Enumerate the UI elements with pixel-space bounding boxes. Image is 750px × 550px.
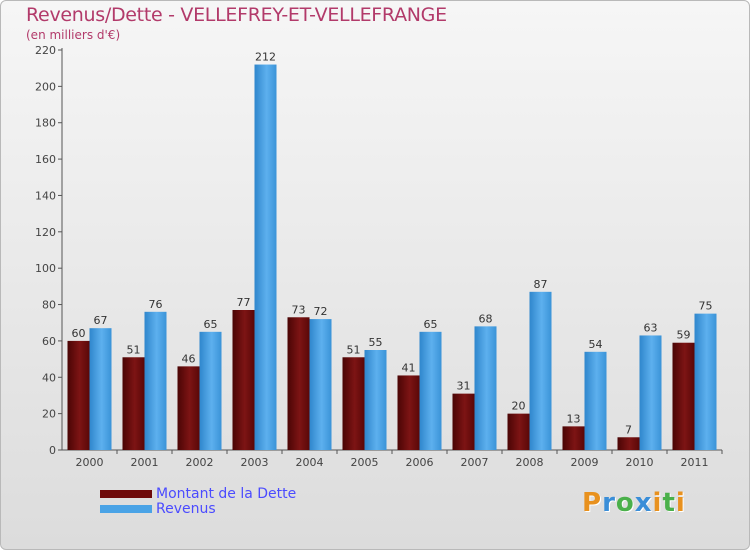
bar-dette (562, 426, 585, 450)
logo-letter: i (675, 488, 686, 518)
chart-unit-label: (en milliers d'€) (26, 28, 121, 42)
data-label: 73 (292, 303, 306, 316)
data-label: 77 (237, 296, 251, 309)
data-label: 65 (204, 318, 218, 331)
bar-dette (397, 375, 420, 450)
bar-revenus (529, 291, 552, 450)
y-tick-label: 0 (49, 444, 56, 457)
data-label: 63 (644, 321, 658, 334)
y-tick-label: 60 (42, 335, 56, 348)
data-label: 51 (347, 343, 361, 356)
x-tick-label: 2007 (461, 456, 489, 469)
bar-revenus (474, 326, 497, 450)
bar-revenus (89, 328, 112, 450)
y-tick-label: 220 (35, 44, 56, 57)
bar-dette (177, 366, 200, 450)
logo-letter: P (582, 488, 603, 518)
y-tick-label: 100 (35, 262, 56, 275)
data-label: 20 (512, 400, 526, 413)
x-tick-label: 2008 (516, 456, 544, 469)
data-label: 59 (677, 329, 691, 342)
x-tick-label: 2006 (406, 456, 434, 469)
y-tick-label: 80 (42, 299, 56, 312)
data-label: 55 (369, 336, 383, 349)
bar-revenus (309, 319, 332, 450)
bar-dette (507, 413, 530, 450)
x-axis: 2000 2001 2002 2003 2004 2005 2006 2007 2008 2009… (62, 449, 723, 469)
data-label: 212 (255, 51, 276, 64)
bar-revenus (639, 335, 662, 450)
data-label: 87 (534, 278, 548, 291)
x-tick-label: 2001 (131, 456, 159, 469)
y-tick-label: 20 (42, 408, 56, 421)
bar-revenus (199, 331, 222, 450)
y-tick-label: 180 (35, 117, 56, 130)
data-label: 75 (699, 300, 713, 313)
bar-dette (452, 393, 475, 450)
bar-dette (342, 357, 365, 450)
data-label: 67 (94, 314, 108, 327)
bar-dette (672, 342, 695, 450)
bar-dette (67, 340, 90, 450)
x-tick-label: 2009 (571, 456, 599, 469)
x-tick-label: 2000 (76, 456, 104, 469)
y-tick-label: 40 (42, 371, 56, 384)
bars (67, 64, 717, 450)
y-axis: 0 20 40 60 80 100 120 140 160 180 200 220 (35, 44, 63, 457)
logo-letter: t (662, 488, 676, 518)
bar-revenus (694, 313, 717, 450)
x-tick-label: 2004 (296, 456, 324, 469)
legend-label-dette: Montant de la Dette (156, 486, 297, 502)
x-tick-label: 2003 (241, 456, 269, 469)
y-tick-label: 160 (35, 153, 56, 166)
y-tick-label: 200 (35, 80, 56, 93)
data-label: 68 (479, 312, 493, 325)
data-label: 46 (182, 352, 196, 365)
logo-letter: i (652, 488, 663, 518)
data-label: 54 (589, 338, 603, 351)
bar-revenus (584, 351, 607, 450)
legend-swatch-revenus (100, 505, 152, 513)
data-label: 7 (625, 423, 632, 436)
bar-dette (122, 357, 145, 450)
y-tick-label: 140 (35, 189, 56, 202)
data-label: 13 (567, 412, 581, 425)
bar-dette (617, 437, 640, 450)
bar-revenus (254, 64, 277, 450)
data-label: 65 (424, 318, 438, 331)
data-label: 60 (72, 327, 86, 340)
legend-label-revenus: Revenus (156, 501, 216, 517)
bar-revenus (419, 331, 442, 450)
data-label: 41 (402, 361, 416, 374)
x-tick-label: 2005 (351, 456, 379, 469)
x-tick-label: 2010 (626, 456, 654, 469)
data-label: 76 (149, 298, 163, 311)
chart-title: Revenus/Dette - VELLEFREY-ET-VELLEFRANGE (26, 4, 447, 26)
bar-dette (232, 310, 255, 450)
logo-letter: o (615, 488, 635, 518)
logo-letter: x (634, 488, 653, 518)
y-tick-label: 120 (35, 226, 56, 239)
logo-letter: r (602, 488, 616, 518)
data-label: 51 (127, 343, 141, 356)
bar-revenus (364, 350, 387, 450)
x-tick-label: 2011 (681, 456, 709, 469)
data-label: 72 (314, 305, 328, 318)
data-label: 31 (457, 380, 471, 393)
proxiti-logo: Proxiti (582, 488, 686, 518)
bar-revenus (144, 311, 167, 450)
data-labels: 60 67 51 76 46 65 77 212 73 72 51 55 41 65 31 68 20 87 13 5… (72, 51, 713, 437)
bar-dette (287, 317, 310, 450)
x-tick-label: 2002 (186, 456, 214, 469)
legend-swatch-dette (100, 490, 152, 498)
